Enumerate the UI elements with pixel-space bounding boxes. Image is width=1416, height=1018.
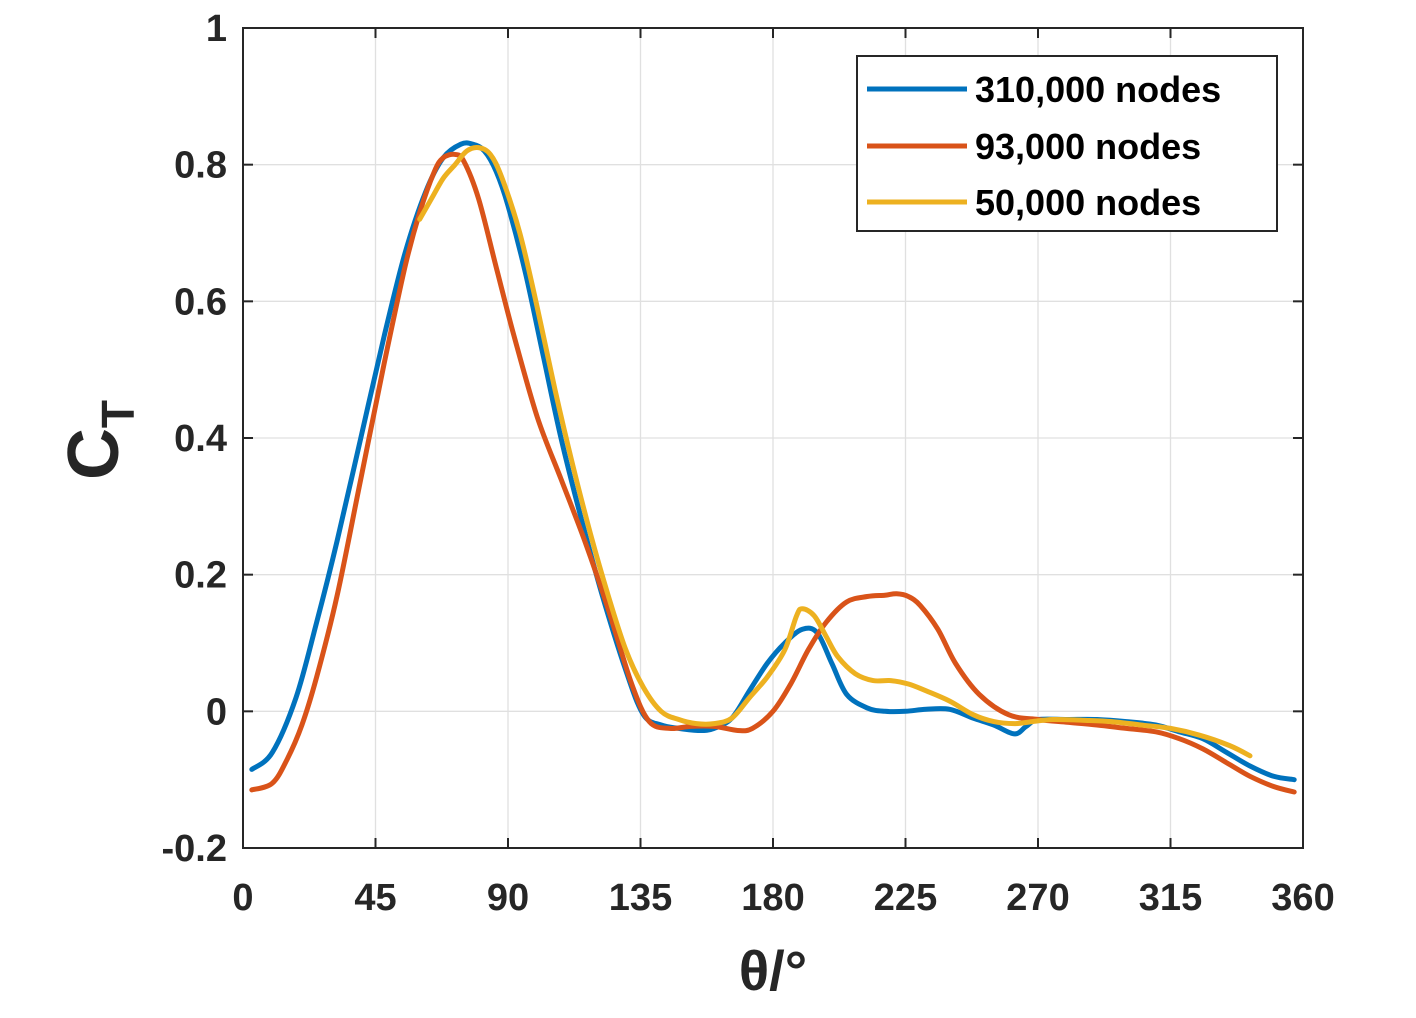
y-axis-label-subscript: T bbox=[92, 400, 144, 428]
x-tick-label: 270 bbox=[1006, 877, 1069, 919]
grid-layer bbox=[243, 28, 1303, 848]
series-line-50k bbox=[417, 144, 1253, 759]
y-axis-label-main: C bbox=[54, 428, 134, 480]
x-tick-label: 315 bbox=[1139, 877, 1202, 919]
legend-label-50k: 50,000 nodes bbox=[975, 182, 1201, 223]
tick-layer: 0 45 90 135 180 225 270 315 360-0.200.20.40.60.8… bbox=[162, 8, 1335, 919]
y-tick-label: 0 bbox=[206, 691, 227, 733]
x-tick-label: 180 bbox=[741, 877, 804, 919]
x-tick-label: 360 bbox=[1271, 877, 1334, 919]
x-tick-label: 90 bbox=[487, 877, 529, 919]
x-tick-label: 225 bbox=[874, 877, 937, 919]
legend-label-93k: 93,000 nodes bbox=[975, 126, 1201, 167]
y-tick-label: 1 bbox=[206, 8, 227, 50]
y-tick-label: 0.2 bbox=[174, 555, 227, 597]
legend: 310,000 nodes 93,000 nodes 50,000 nodes bbox=[856, 55, 1278, 232]
y-tick-label: 0.4 bbox=[174, 418, 227, 460]
y-axis-label: CT bbox=[54, 400, 144, 480]
x-axis-label: θ/° bbox=[739, 939, 807, 1002]
x-tick-label: 135 bbox=[609, 877, 672, 919]
x-tick-label: 0 bbox=[232, 877, 253, 919]
series-layer bbox=[249, 140, 1297, 795]
y-tick-label: 0.8 bbox=[174, 145, 227, 187]
legend-label-310k: 310,000 nodes bbox=[975, 69, 1221, 110]
y-tick-label: 0.6 bbox=[174, 281, 227, 323]
x-tick-label: 45 bbox=[354, 877, 396, 919]
y-tick-label: -0.2 bbox=[162, 828, 227, 870]
svg-text:CT: CT bbox=[54, 400, 144, 480]
series-line-93k bbox=[249, 151, 1297, 795]
